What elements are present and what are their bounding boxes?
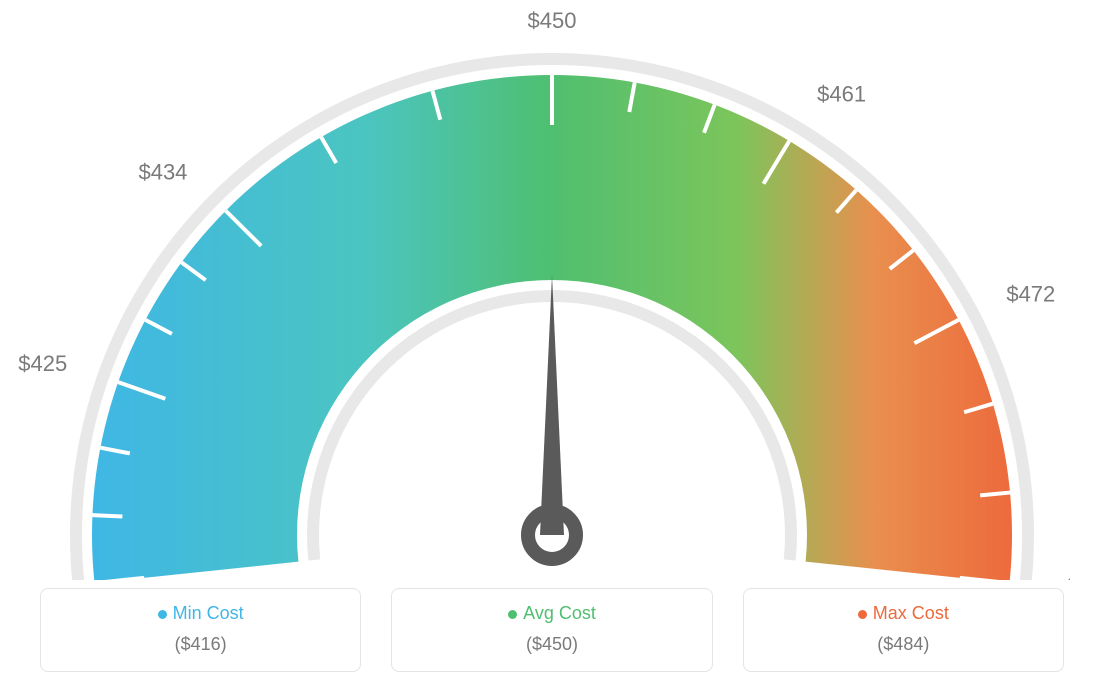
svg-text:$425: $425 (18, 351, 67, 376)
legend-row: Min Cost ($416) Avg Cost ($450) Max Cost… (0, 588, 1104, 672)
svg-text:$484: $484 (1063, 576, 1104, 580)
svg-text:$434: $434 (138, 160, 187, 185)
legend-avg: Avg Cost ($450) (391, 588, 712, 672)
legend-avg-value: ($450) (402, 634, 701, 655)
svg-text:$461: $461 (817, 82, 866, 107)
gauge-chart: $416$425$434$450$461$472$484 (0, 0, 1104, 570)
legend-min-text: Min Cost (173, 603, 244, 623)
legend-max-text: Max Cost (873, 603, 949, 623)
legend-min: Min Cost ($416) (40, 588, 361, 672)
legend-min-label: Min Cost (51, 603, 350, 624)
svg-text:$416: $416 (0, 576, 41, 580)
legend-min-value: ($416) (51, 634, 350, 655)
legend-max-label: Max Cost (754, 603, 1053, 624)
legend-max: Max Cost ($484) (743, 588, 1064, 672)
cost-gauge-widget: $416 $425 $434 $450 $461 $472 $484 Min Cost ($… (0, 0, 1104, 690)
svg-text:$472: $472 (1006, 282, 1055, 307)
svg-text:$450: $450 (528, 8, 577, 33)
dot-avg (508, 610, 517, 619)
legend-avg-label: Avg Cost (402, 603, 701, 624)
dot-max (858, 610, 867, 619)
legend-avg-text: Avg Cost (523, 603, 596, 623)
dot-min (158, 610, 167, 619)
legend-max-value: ($484) (754, 634, 1053, 655)
